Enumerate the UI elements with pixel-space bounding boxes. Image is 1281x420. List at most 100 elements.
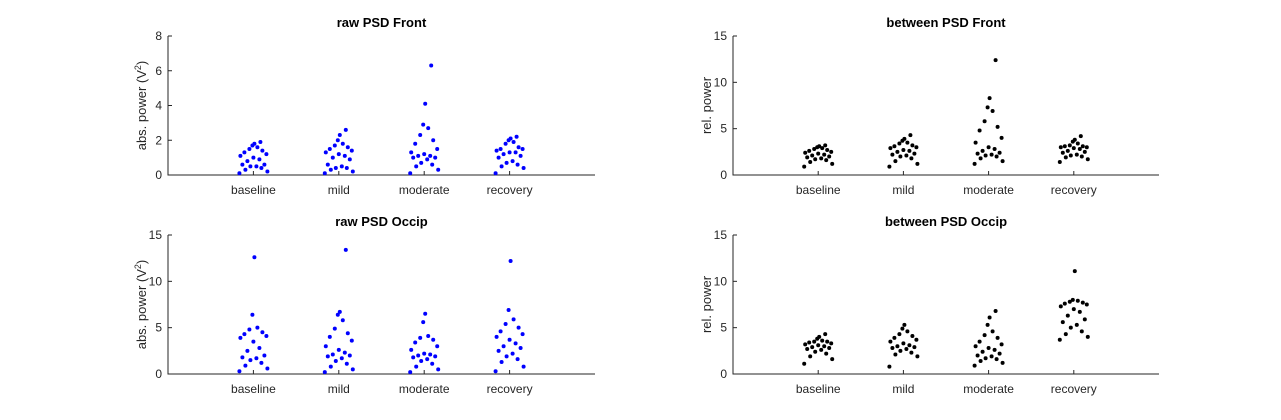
data-point [425, 357, 430, 362]
data-point [240, 162, 245, 167]
data-point [264, 334, 269, 339]
data-point [816, 151, 821, 156]
data-point [333, 166, 338, 171]
plot-title: raw PSD Front [337, 15, 427, 30]
axes-line [732, 36, 1159, 176]
data-point [822, 152, 827, 157]
x-tick-label: recovery [487, 183, 533, 197]
data-point [973, 140, 978, 145]
data-point [260, 148, 265, 153]
data-point [521, 364, 526, 369]
data-point [418, 133, 423, 138]
data-point [503, 321, 508, 326]
data-point [327, 334, 332, 339]
data-point [264, 152, 269, 157]
data-point [431, 337, 436, 342]
data-point [992, 347, 997, 352]
data-point [340, 141, 345, 146]
data-point [887, 164, 892, 169]
data-point [975, 151, 980, 156]
data-point [817, 144, 822, 149]
panel-2: 0 5 10 15 baseline mild moderate recovery betwee… [699, 15, 1159, 197]
data-point [251, 339, 256, 344]
data-point [901, 341, 906, 346]
data-point [515, 357, 520, 362]
data-point [810, 345, 815, 350]
data-point [257, 157, 262, 162]
data-point [1085, 157, 1090, 162]
data-point [419, 359, 424, 364]
data-point [1058, 145, 1063, 150]
data-point [520, 332, 525, 337]
data-point [242, 150, 247, 155]
data-point [425, 157, 430, 162]
data-point [237, 171, 242, 176]
data-point [435, 146, 440, 151]
data-point [902, 136, 907, 141]
data-point [328, 364, 333, 369]
data-point [807, 148, 812, 153]
data-point [999, 342, 1004, 347]
data-point [895, 344, 900, 349]
x-tick-label: mild [328, 382, 350, 396]
data-point [803, 342, 808, 347]
data-point [515, 162, 520, 167]
data-point [409, 347, 414, 352]
data-point [325, 162, 330, 167]
data-point [1065, 313, 1070, 318]
data-point [1082, 317, 1087, 322]
data-point [344, 361, 349, 366]
y-axis-label: rel. power [699, 76, 714, 134]
data-point [242, 332, 247, 337]
data-point [1063, 155, 1068, 160]
data-point [257, 346, 262, 351]
data-point [322, 171, 327, 176]
data-point [520, 146, 525, 151]
x-tick-label: mild [328, 183, 350, 197]
y-tick-label: 15 [149, 228, 163, 242]
panel-3: 0 5 10 15 baseline mild moderate recovery raw PS… [133, 214, 595, 396]
data-point [262, 353, 267, 358]
data-point [347, 157, 352, 162]
data-point [436, 167, 441, 172]
x-tick-label: moderate [963, 382, 1014, 396]
data-point [909, 350, 914, 355]
data-point [513, 341, 518, 346]
data-point [812, 339, 817, 344]
data-point [807, 340, 812, 345]
data-point [431, 138, 436, 143]
data-point [511, 317, 516, 322]
data-point [343, 127, 348, 132]
data-point [827, 154, 832, 159]
data-point [238, 153, 243, 158]
axes-line [167, 36, 595, 176]
data-point [823, 332, 828, 337]
data-point [418, 335, 423, 340]
data-point [1080, 300, 1085, 305]
data-point [245, 159, 250, 164]
data-point [827, 346, 832, 351]
x-tick-label: moderate [963, 183, 1014, 197]
data-point [349, 148, 354, 153]
data-point [510, 351, 515, 356]
data-point [895, 149, 900, 154]
y-tick-label: 15 [714, 29, 728, 43]
data-point [260, 330, 265, 335]
data-point [817, 334, 822, 339]
data-point [262, 162, 267, 167]
data-point [411, 355, 416, 360]
data-point [892, 144, 897, 149]
y-tick-label: 5 [720, 122, 727, 136]
data-point [433, 155, 438, 160]
data-point [887, 364, 892, 369]
x-tick-label: recovery [487, 382, 533, 396]
data-point [915, 354, 920, 359]
data-point [824, 351, 829, 356]
data-point [812, 147, 817, 152]
data-point [898, 154, 903, 159]
data-point [900, 326, 905, 331]
data-point [337, 309, 342, 314]
y-tick-label: 0 [155, 367, 162, 381]
data-point [345, 331, 350, 336]
data-point [829, 149, 834, 154]
